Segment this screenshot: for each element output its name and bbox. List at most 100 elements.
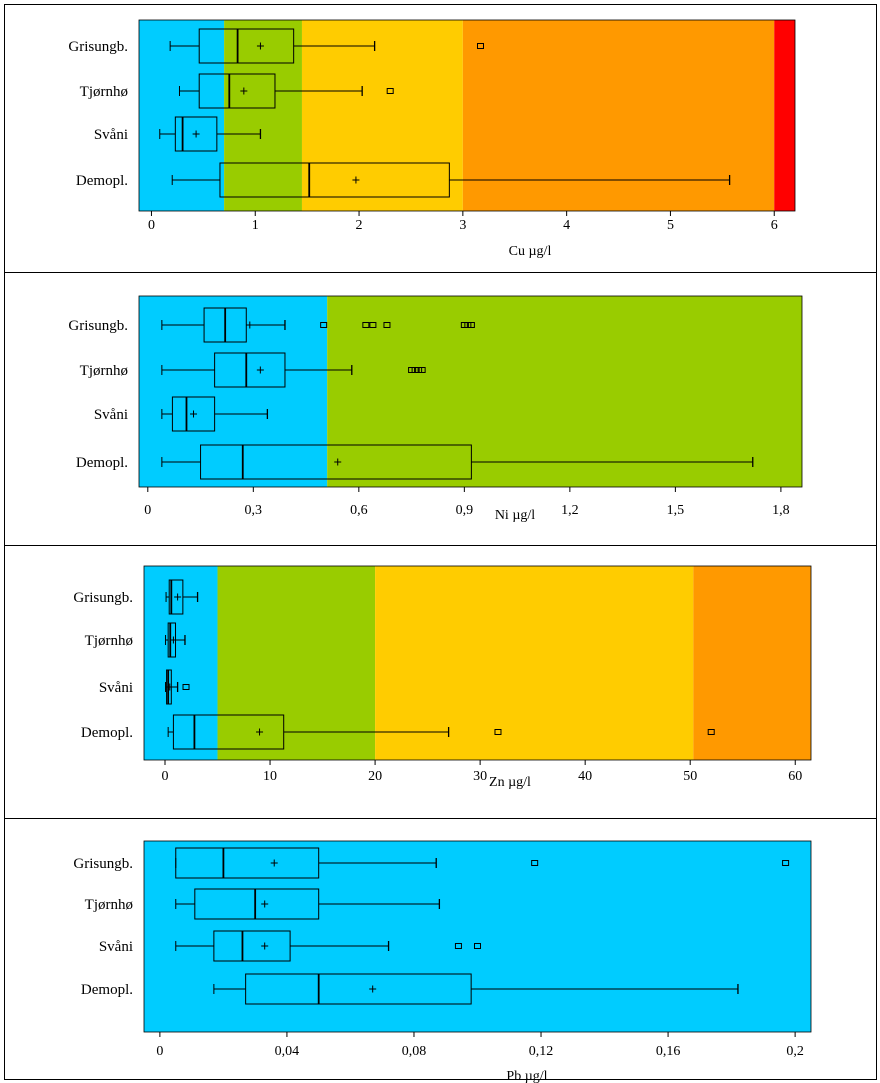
x-tick-label: 60: [788, 769, 802, 784]
iqr-box: [171, 396, 216, 432]
outlier-point: [494, 729, 502, 735]
outlier-point: [369, 322, 377, 328]
box-1: Tjørnhø: [80, 352, 426, 388]
plot-frame: [138, 295, 803, 488]
category-label: Demopl.: [76, 173, 128, 189]
box-1: Tjørnhø: [80, 73, 394, 109]
x-tick-label: 0,3: [245, 503, 263, 518]
plot-frame: [143, 840, 812, 1033]
category-label: Grisungb.: [73, 590, 133, 606]
x-tick-label: 6: [771, 218, 778, 233]
outlier-point: [474, 943, 481, 949]
class-band: [327, 296, 802, 487]
iqr-box: [245, 973, 472, 1005]
outlier-point: [782, 860, 790, 866]
x-axis-label: Cu µg/l: [509, 244, 552, 259]
class-band: [693, 566, 811, 760]
class-band: [774, 20, 795, 211]
x-tick-label: 5: [667, 218, 674, 233]
class-band: [224, 20, 302, 211]
box-1: Tjørnhø: [85, 622, 186, 658]
outlier-point: [362, 322, 370, 328]
outlier-point: [476, 43, 484, 49]
class-band: [144, 566, 218, 760]
class-band: [139, 296, 328, 487]
iqr-box: [198, 28, 295, 64]
category-label: Tjørnhø: [85, 897, 133, 913]
box-2: Svåni: [99, 930, 481, 962]
chart-0: 0 1 2 3 4 5 6 Cu µg/l Grisungb. Tjørnhø Svåni Demop…: [68, 19, 796, 259]
chart-1: 0 0,3 0,6 0,9 1,2 1,5 1,8 Ni µg/l Grisungb. Tjørn…: [68, 295, 803, 523]
outlier-point: [467, 322, 475, 328]
plot-frame: [138, 19, 796, 212]
box-2: Svåni: [94, 396, 269, 432]
iqr-box: [194, 888, 320, 920]
class-band: [144, 841, 811, 1032]
category-label: Grisungb.: [73, 856, 133, 872]
plot-frame: [143, 565, 812, 761]
iqr-box: [175, 847, 320, 879]
x-tick-label: 0: [156, 1044, 163, 1059]
outlier-point: [383, 322, 391, 328]
box-2: Svåni: [94, 116, 262, 152]
x-tick-label: 30: [473, 769, 487, 784]
x-tick-label: 2: [356, 218, 363, 233]
x-tick-label: 1,8: [772, 503, 790, 518]
outlier-point: [418, 367, 426, 373]
box-1: Tjørnhø: [85, 888, 441, 920]
outlier-point: [182, 684, 190, 690]
iqr-box: [219, 162, 450, 198]
x-tick-label: 0,6: [350, 503, 368, 518]
x-tick-label: 4: [563, 218, 570, 233]
category-label: Tjørnhø: [80, 363, 128, 379]
class-band: [217, 566, 376, 760]
category-label: Grisungb.: [68, 39, 128, 55]
outlier-point: [386, 88, 394, 94]
x-tick-label: 1: [252, 218, 259, 233]
box-0: Grisungb.: [68, 307, 475, 343]
box-0: Grisungb.: [73, 579, 199, 615]
outlier-point: [320, 322, 328, 328]
x-axis-label: Pb µg/l: [506, 1069, 547, 1083]
class-band: [139, 20, 225, 211]
x-tick-label: 50: [683, 769, 697, 784]
x-tick-label: 0: [144, 503, 151, 518]
box-3: Demopl.: [81, 973, 739, 1005]
x-tick-label: 40: [578, 769, 592, 784]
category-label: Svåni: [99, 680, 133, 696]
outlier-point: [460, 322, 468, 328]
iqr-box: [168, 579, 184, 615]
outlier-point: [707, 729, 715, 735]
x-tick-label: 0,2: [786, 1044, 804, 1059]
box-0: Grisungb.: [73, 847, 790, 879]
category-label: Tjørnhø: [80, 84, 128, 100]
iqr-box: [200, 444, 472, 480]
class-band: [301, 20, 463, 211]
chart-2: 0 10 20 30 40 50 60 Zn µg/l Grisungb. Tjørnhø Svån…: [73, 565, 812, 790]
iqr-box: [213, 930, 291, 962]
iqr-box: [172, 714, 285, 750]
x-tick-label: 0,9: [456, 503, 474, 518]
outlier-point: [464, 322, 472, 328]
category-label: Tjørnhø: [85, 633, 133, 649]
x-tick-label: 1,2: [561, 503, 579, 518]
x-tick-label: 0,08: [402, 1044, 427, 1059]
outlier-point: [415, 367, 423, 373]
category-label: Svåni: [94, 127, 128, 143]
x-tick-label: 0: [162, 769, 169, 784]
outlier-point: [454, 943, 462, 949]
box-2: Svåni: [99, 669, 190, 705]
chart-3: 0 0,04 0,08 0,12 0,16 0,2 Pb µg/l Grisungb. Tjør…: [73, 840, 812, 1083]
outlier-point: [408, 367, 416, 373]
box-3: Demopl.: [76, 162, 731, 198]
x-tick-label: 3: [459, 218, 466, 233]
category-label: Demopl.: [81, 982, 133, 998]
x-tick-label: 1,5: [667, 503, 685, 518]
x-tick-label: 0,16: [656, 1044, 681, 1059]
x-tick-label: 0: [148, 218, 155, 233]
box-0: Grisungb.: [68, 28, 484, 64]
iqr-box: [198, 73, 276, 109]
outlier-point: [411, 367, 419, 373]
category-label: Svåni: [94, 407, 128, 423]
